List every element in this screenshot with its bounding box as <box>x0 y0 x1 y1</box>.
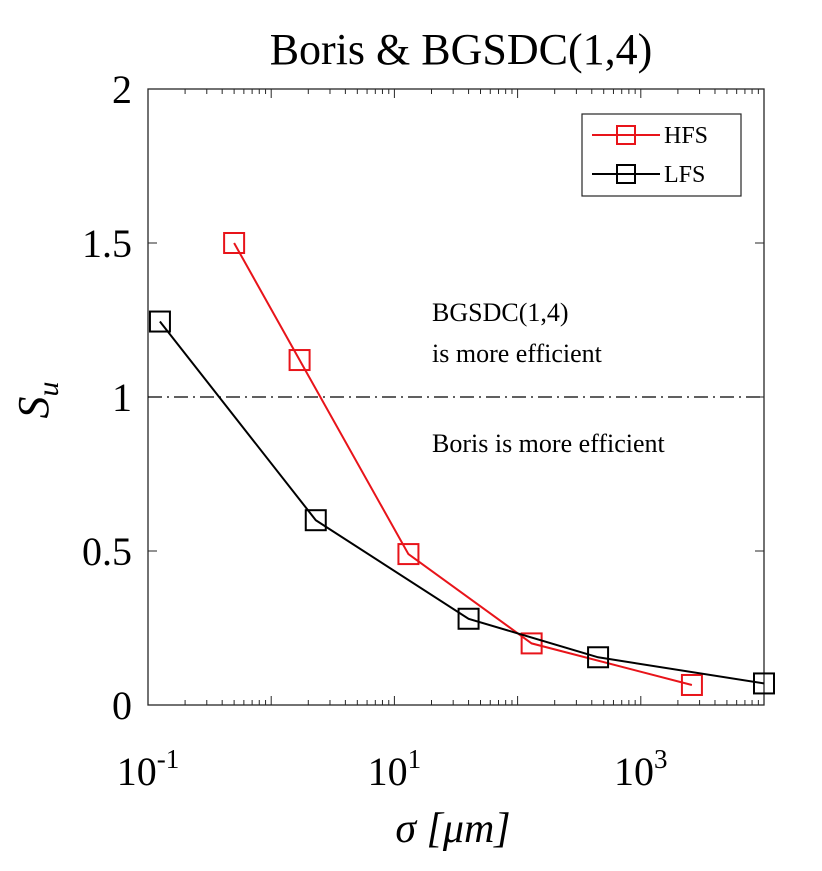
x-tick-label-exponent: -1 <box>157 744 180 774</box>
data-point-hfs <box>397 543 420 566</box>
y-axis-label-main: S <box>9 397 58 419</box>
data-point-hfs <box>520 632 543 655</box>
x-tick-label-base: 10 <box>368 749 408 794</box>
y-axis-label: Su <box>9 382 65 419</box>
legend: HFS LFS <box>581 113 742 197</box>
y-tick-label: 0 <box>112 683 132 728</box>
data-point-lfs <box>148 310 171 333</box>
x-axis-label: σ [μm] <box>395 806 510 852</box>
x-tick-label: 10-1 <box>117 744 180 794</box>
x-tick-label-exponent: 3 <box>654 744 668 774</box>
annotation-below-line: Boris is more efficient <box>432 429 666 458</box>
data-point-hfs <box>288 349 311 372</box>
data-point-hfs <box>223 232 246 254</box>
annotation-above-line-1: BGSDC(1,4) <box>432 298 569 327</box>
y-tick-label: 1.5 <box>82 221 132 266</box>
legend-marker-hfs <box>616 125 636 145</box>
data-point-hfs <box>680 673 703 696</box>
data-point-lfs <box>304 509 327 532</box>
y-tick-label: 1 <box>112 375 132 420</box>
data-point-lfs <box>457 607 480 630</box>
x-tick-label-exponent: 1 <box>408 744 422 774</box>
y-tick-label: 0.5 <box>82 529 132 574</box>
x-tick-label: 101 <box>368 744 422 794</box>
legend-label-hfs: HFS <box>664 123 708 149</box>
legend-label-lfs: LFS <box>664 162 705 188</box>
series-group <box>148 232 775 696</box>
series-line-hfs <box>233 242 693 686</box>
x-tick-label-base: 10 <box>117 749 157 794</box>
y-axis-label-subscript: u <box>32 382 65 397</box>
data-point-lfs <box>753 672 775 695</box>
y-tick-label: 2 <box>112 67 132 112</box>
annotation-above-line-2: is more efficient <box>432 339 603 368</box>
x-tick-label: 103 <box>614 744 668 794</box>
legend-marker-lfs <box>616 164 636 184</box>
chart-title: Boris & BGSDC(1,4) <box>270 25 653 74</box>
series-line-lfs <box>159 320 765 685</box>
data-point-lfs <box>587 646 610 669</box>
y-axis-ticks: 0 0.5 1 1.5 2 <box>82 67 764 728</box>
x-axis-ticks: 10-1 101 103 <box>117 89 765 794</box>
x-tick-label-base: 10 <box>614 749 654 794</box>
legend-box <box>581 113 742 197</box>
